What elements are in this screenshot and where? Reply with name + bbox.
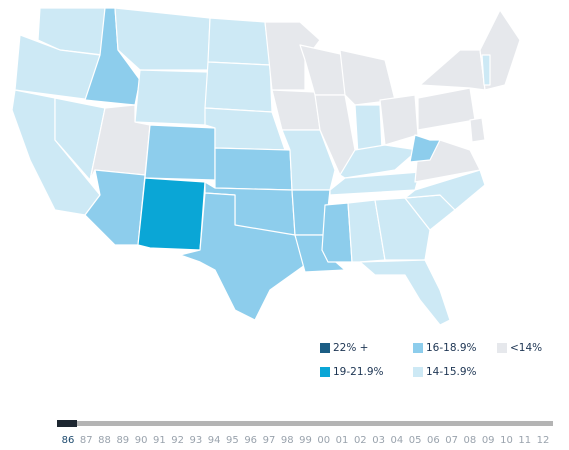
state	[204, 107, 286, 151]
year-label[interactable]: 02	[354, 435, 367, 446]
year-label[interactable]: 05	[409, 435, 422, 446]
state	[271, 89, 321, 131]
state	[347, 199, 386, 263]
state	[409, 134, 441, 163]
year-label[interactable]: 03	[372, 435, 385, 446]
state	[379, 94, 419, 146]
year-label[interactable]: 88	[98, 435, 111, 446]
legend-label: 16-18.9%	[426, 342, 477, 354]
year-label[interactable]: 90	[135, 435, 148, 446]
year-label[interactable]: 97	[263, 435, 276, 446]
state	[134, 69, 209, 126]
state	[321, 202, 353, 263]
year-label[interactable]: 06	[427, 435, 440, 446]
year-label[interactable]: 08	[464, 435, 477, 446]
legend: 22% + 16-18.9% <14% 19-21.9% 14-15.9%	[320, 342, 542, 378]
state	[469, 117, 486, 143]
legend-label: 14-15.9%	[426, 366, 477, 378]
year-label[interactable]: 99	[299, 435, 312, 446]
year-label[interactable]: 93	[190, 435, 203, 446]
state	[299, 44, 346, 96]
year-label[interactable]: 12	[537, 435, 550, 446]
state	[481, 54, 491, 86]
year-label[interactable]: 01	[336, 435, 349, 446]
year-label[interactable]: 91	[153, 435, 166, 446]
state	[179, 192, 306, 321]
timeline: 86 87 88 89 90 91 92 93 94 95 96 97 98 99 00 01 02 03 04 05…	[57, 420, 549, 446]
year-label[interactable]: 00	[317, 435, 330, 446]
legend-label: 19-21.9%	[333, 366, 384, 378]
legend-swatch	[320, 367, 330, 377]
timeline-handle[interactable]	[57, 420, 77, 427]
year-label[interactable]: 89	[116, 435, 129, 446]
legend-label: 22% +	[333, 342, 368, 354]
state	[339, 49, 396, 106]
state	[359, 259, 451, 326]
state	[417, 87, 476, 131]
legend-swatch	[413, 343, 423, 353]
year-label[interactable]: 11	[518, 435, 531, 446]
year-label[interactable]: 96	[244, 435, 257, 446]
state	[137, 177, 206, 251]
state	[214, 147, 293, 191]
year-label[interactable]: 07	[445, 435, 458, 446]
year-label[interactable]: 95	[226, 435, 239, 446]
year-label[interactable]: 04	[390, 435, 403, 446]
us-map	[11, 7, 521, 326]
state	[144, 124, 216, 181]
state	[204, 61, 273, 113]
year-label[interactable]: 09	[482, 435, 495, 446]
legend-swatch	[320, 343, 330, 353]
year-label[interactable]: 10	[500, 435, 513, 446]
year-label[interactable]: 86	[62, 435, 75, 446]
year-label[interactable]: 94	[208, 435, 221, 446]
state	[84, 169, 146, 246]
year-label[interactable]: 87	[80, 435, 93, 446]
year-label[interactable]: 98	[281, 435, 294, 446]
state	[419, 49, 486, 91]
legend-label: <14%	[510, 342, 542, 354]
state	[114, 7, 211, 71]
legend-swatch	[413, 367, 423, 377]
timeline-track[interactable]	[57, 421, 553, 426]
year-label[interactable]: 92	[171, 435, 184, 446]
state	[207, 17, 271, 66]
state	[374, 197, 431, 261]
legend-swatch	[497, 343, 507, 353]
